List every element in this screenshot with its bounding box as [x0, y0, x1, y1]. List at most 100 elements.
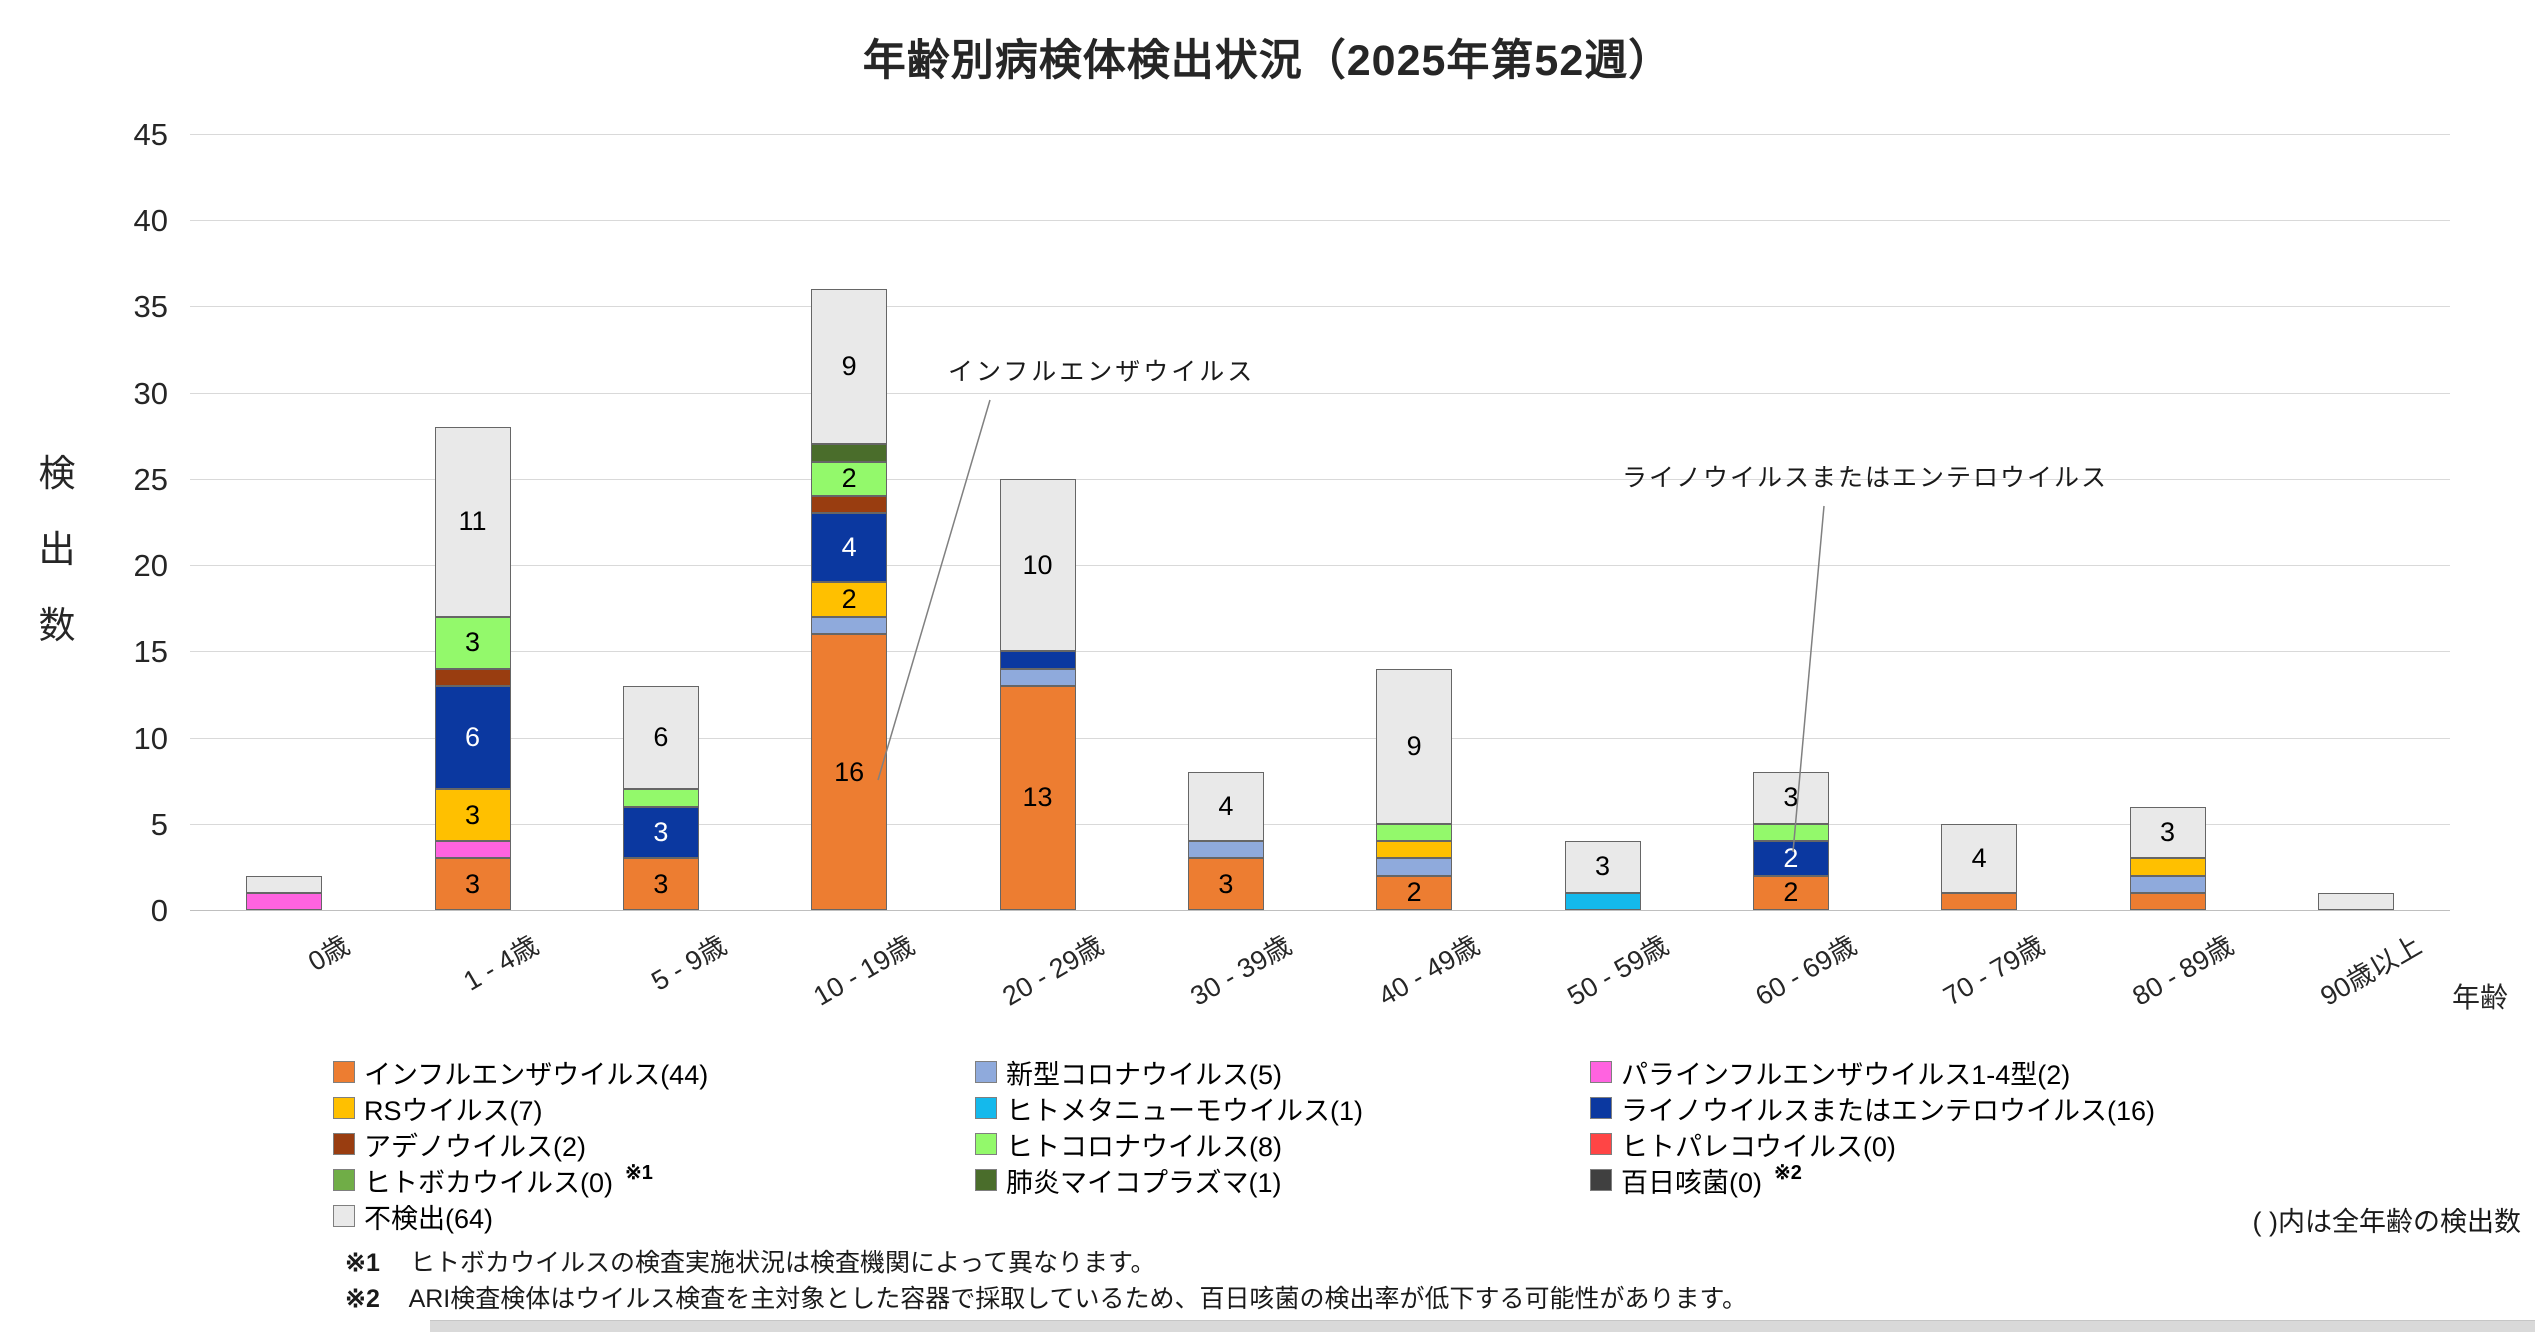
bar-segment: 11: [434, 427, 511, 617]
bar-segment-value: 6: [464, 722, 481, 753]
bar-segment: 2: [811, 461, 888, 497]
legend-note-ref: ※1: [625, 1161, 653, 1184]
footnote-2-text: ARI検査検体はウイルス検査を主対象とした容器で採取しているため、百日咳菌の検出…: [408, 1285, 1748, 1313]
bar-segment: 2: [1752, 875, 1829, 910]
legend-item: RSウイルス(7): [333, 1091, 543, 1126]
legend-item: ヒトボカウイルス(0) ※1: [333, 1161, 653, 1198]
legend-item: 肺炎マイコプラズマ(1): [975, 1163, 1282, 1198]
bar-segment-value: 4: [1971, 842, 1987, 873]
y-axis-tick: 25: [133, 461, 168, 497]
bar-segment: 10: [999, 478, 1076, 652]
legend-item: 不検出(64): [333, 1199, 494, 1234]
legend-item: 新型コロナウイルス(5): [975, 1055, 1282, 1090]
bar-segment-value: 2: [841, 463, 857, 494]
legend-label: パラインフルエンザウイルス1-4型(2): [1621, 1059, 2071, 1090]
legend-label: ヒトパレコウイルス(0): [1621, 1131, 1896, 1162]
bar-segment: 6: [434, 685, 511, 790]
bar-segment: 4: [1941, 823, 2018, 893]
bar-segment: [1376, 858, 1453, 876]
bar-segment-value: 2: [1783, 877, 1799, 908]
y-axis-tick: 15: [133, 634, 168, 670]
bar-segment: 3: [434, 858, 511, 910]
legend-swatch: [1590, 1133, 1612, 1155]
y-axis-tick: 45: [133, 117, 168, 152]
y-axis-tick: 20: [133, 548, 168, 584]
bar-segment: [999, 651, 1076, 669]
legend-item: インフルエンザウイルス(44): [333, 1055, 708, 1090]
bar-segment-value: 3: [2159, 816, 2176, 847]
gridline: [190, 910, 2450, 911]
bar-segment: [1564, 892, 1641, 910]
footnote-1: ※1 ヒトボカウイルスの検査実施状況は検査機関によって異なります。: [345, 1243, 1155, 1279]
legend-label: 百日咳菌(0): [1621, 1167, 1762, 1198]
bar-segment-value: 3: [653, 868, 669, 899]
legend-label: 新型コロナウイルス(5): [1006, 1059, 1282, 1090]
gridline: [190, 823, 2450, 825]
gridline: [190, 306, 2450, 308]
legend-item: パラインフルエンザウイルス1-4型(2): [1590, 1055, 2071, 1090]
bar-segment: [622, 789, 699, 807]
bar-segment-value: 3: [653, 816, 669, 847]
gridline: [190, 737, 2450, 739]
legend-label: アデノウイルス(2): [364, 1131, 586, 1162]
legend-swatch: [333, 1133, 355, 1155]
bar-segment-value: 2: [1783, 842, 1799, 873]
bar-segment: [1187, 841, 1264, 859]
bar-segment: 6: [622, 685, 699, 790]
gridline: [190, 134, 2450, 135]
y-axis-tick: 10: [133, 720, 168, 756]
bar-segment: 2: [1376, 875, 1453, 910]
bar-segment: [1376, 841, 1453, 859]
bar-segment: [1941, 892, 2018, 910]
legend-swatch: [333, 1061, 355, 1083]
y-axis-tick: 5: [150, 806, 168, 842]
bar-segment-value: 3: [1594, 851, 1611, 882]
bar-segment: [1752, 823, 1829, 841]
legend-swatch: [1590, 1169, 1612, 1191]
legend-item: 百日咳菌(0) ※2: [1590, 1161, 1802, 1198]
legend-item: ヒトコロナウイルス(8): [975, 1127, 1282, 1162]
gridline: [190, 651, 2450, 653]
bar-segment: 3: [622, 806, 699, 859]
legend-swatch: [333, 1169, 355, 1191]
y-axis-title-char: 検: [38, 453, 76, 494]
footnote-1-text: ヒトボカウイルスの検査実施状況は検査機関によって異なります。: [409, 1249, 1156, 1277]
y-axis-title: 検出数: [34, 436, 80, 664]
x-axis-title: 年齢: [2452, 982, 2509, 1013]
bar-segment: 2: [811, 582, 888, 617]
legend-label: ライノウイルスまたはエンテロウイルス(16): [1621, 1095, 2156, 1126]
bar-segment: 4: [811, 513, 888, 583]
legend-label: 肺炎マイコプラズマ(1): [1006, 1167, 1282, 1198]
bar-segment-value: 13: [1022, 782, 1053, 813]
bar-segment-value: 3: [1218, 868, 1234, 899]
legend-swatch: [975, 1169, 997, 1191]
chart-title: 年齢別病検体検出状況（2025年第52週）: [862, 37, 1673, 85]
legend-item: アデノウイルス(2): [333, 1127, 586, 1162]
bar-segment-value: 2: [1406, 877, 1422, 908]
legend-swatch: [975, 1061, 997, 1083]
legend-note-ref: ※2: [1774, 1161, 1802, 1184]
bar-segment-value: 16: [834, 756, 865, 787]
bar-segment-value: 9: [841, 351, 857, 382]
legend-label: ヒトメタニューモウイルス(1): [1006, 1095, 1363, 1126]
bottom-strip: [430, 1320, 2535, 1332]
bar-segment: 16: [811, 634, 888, 910]
bar-segment: 13: [999, 685, 1076, 910]
legend-label: 不検出(64): [364, 1203, 494, 1234]
bar-segment: [2129, 875, 2206, 893]
bar-segment-value: 3: [464, 868, 481, 899]
bar-segment-value: 10: [1022, 549, 1053, 580]
legend-swatch: [333, 1097, 355, 1119]
y-axis-tick: 30: [133, 375, 168, 411]
legend-label: RSウイルス(7): [364, 1095, 543, 1126]
legend-item: ヒトメタニューモウイルス(1): [975, 1091, 1363, 1126]
bar-segment: 3: [434, 789, 511, 841]
bar-segment: [246, 892, 323, 910]
footnote-1-mark: ※1: [345, 1249, 380, 1277]
legend-caption: ( )内は全年齢の検出数: [2252, 1207, 2521, 1237]
gridline: [190, 392, 2450, 394]
y-axis-tick: 0: [150, 893, 168, 928]
bar-segment-value: 2: [841, 584, 857, 615]
y-axis-tick: 40: [133, 203, 168, 239]
legend-swatch: [1590, 1097, 1612, 1119]
